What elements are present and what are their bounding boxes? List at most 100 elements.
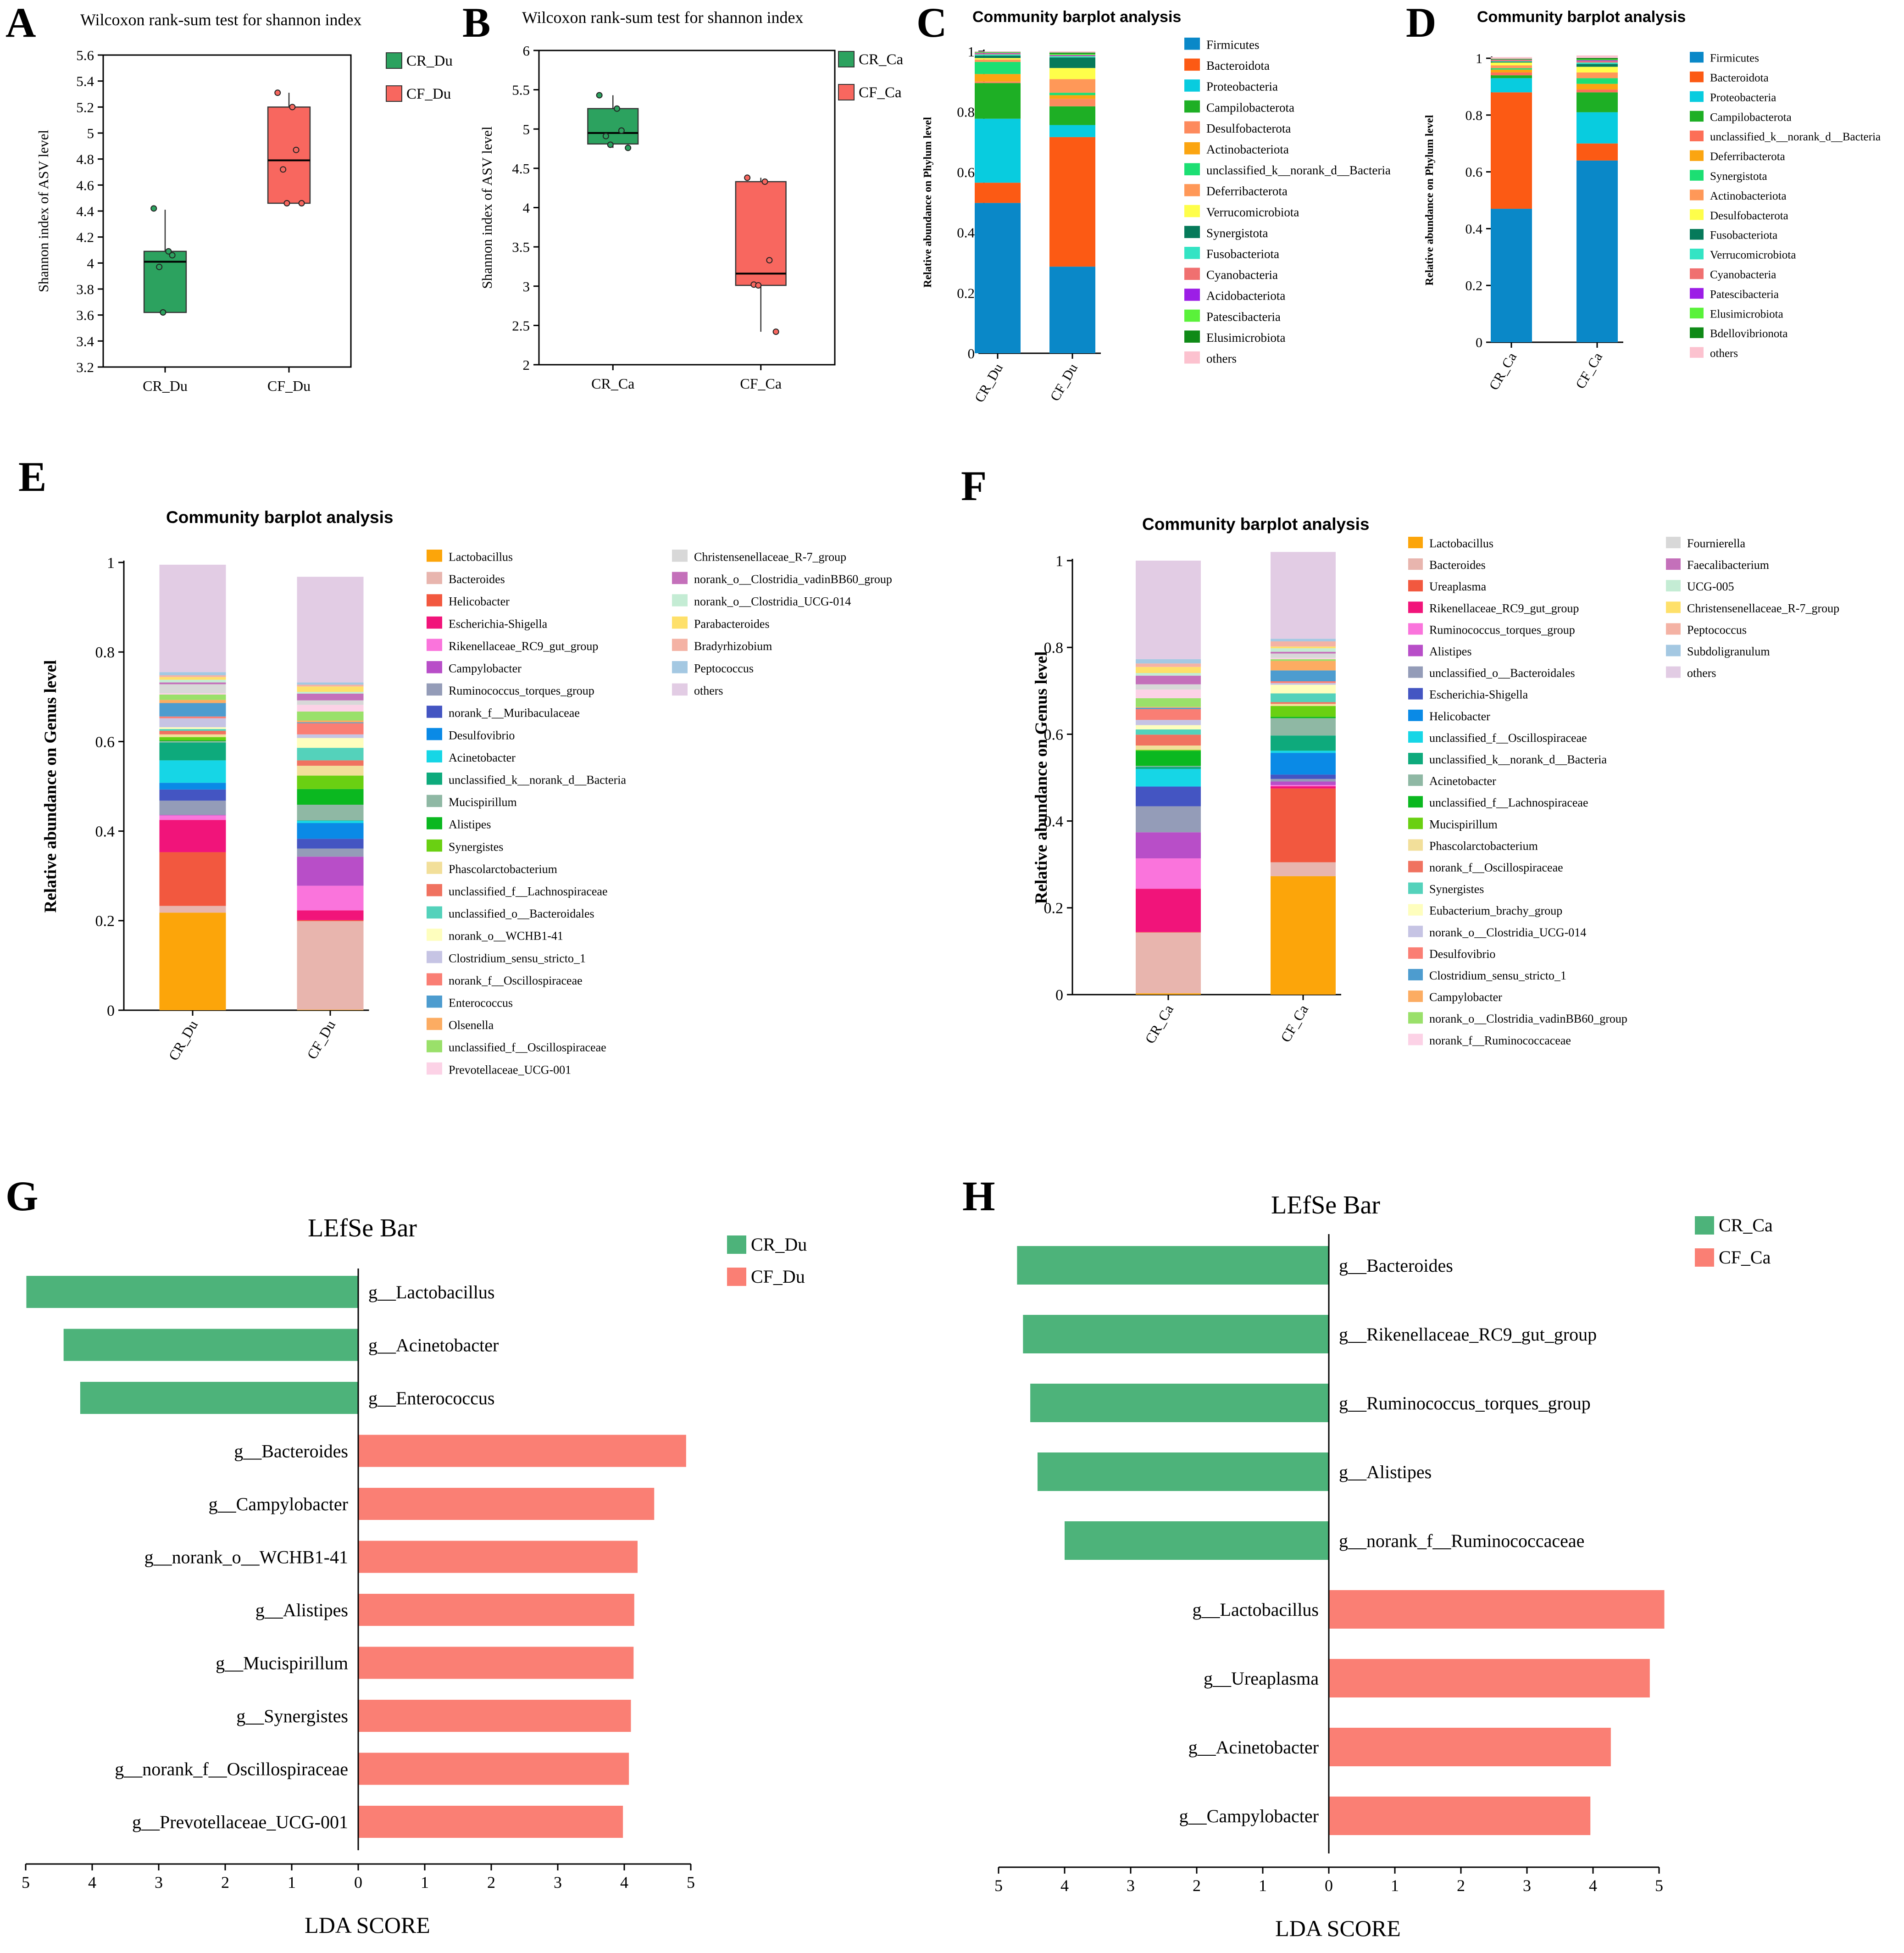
legend-label: Bacteroides [449,573,505,586]
legend-swatch [672,550,688,562]
data-point [160,309,167,316]
bar-segment [1271,646,1336,649]
bar-segment [1136,698,1201,707]
data-point [744,174,751,181]
legend-swatch [1408,666,1423,678]
y-tick-label: 5.6 [76,47,94,63]
bar-segment [1049,54,1095,55]
bar-segment [1271,639,1336,641]
bar-segment [1049,56,1095,58]
bar-segment [297,820,364,821]
legend-label: Synergistota [1206,226,1268,240]
bar-segment [159,684,226,693]
legend-label: Fusobacteriota [1710,229,1777,242]
panel-letter-a: A [6,0,36,46]
legend-swatch [727,1268,746,1286]
y-tick-label: 4.4 [76,203,94,219]
bar-segment [975,183,1021,203]
legend-label: Verrucomicrobiota [1206,205,1299,219]
y-tick-label: 3 [523,278,530,295]
y-tick-label: 3.6 [76,307,94,323]
legend-swatch [1408,882,1423,894]
bar-segment [1049,51,1095,53]
lda-bar-CR_Ca [1030,1384,1329,1422]
bar-segment [159,737,226,740]
bar-label: g__Lactobacillus [1193,1599,1319,1620]
bar-segment [159,718,226,728]
bar-segment [1271,552,1336,639]
bar-segment [1136,663,1201,667]
lda-bar-CR_Du [80,1382,358,1414]
legend-label: norank_o__Clostridia_vadinBB60_group [694,573,892,586]
x-tick-label: CF_Du [304,1018,339,1062]
lda-bar-CF_Ca [1329,1797,1591,1835]
legend-label: Firmicutes [1206,38,1260,51]
legend-swatch [427,594,442,606]
bar-segment [159,760,226,783]
x-tick-label: CR_Du [143,378,188,394]
bar-segment [1576,143,1618,161]
legend-label: norank_f__Muribaculaceae [449,707,580,720]
data-point [165,248,172,255]
legend-label: Escherichia-Shigella [449,617,548,630]
bar-segment [159,716,226,718]
lda-bar-CR_Du [63,1329,358,1361]
legend-swatch [1184,205,1200,217]
bar-segment [297,748,364,761]
y-tick-label: 0.6 [1465,165,1483,180]
bar-segment [297,738,364,748]
legend-swatch [1408,645,1423,657]
y-tick-label: 1 [107,555,115,572]
bar-segment [159,693,226,695]
bar-segment [297,692,364,694]
legend-label: others [1710,347,1738,360]
legend-swatch [1408,688,1423,700]
bar-segment [1491,62,1532,66]
bar-segment [1049,68,1095,79]
x-tick-label: 1 [1259,1876,1267,1895]
box-CR_Du [143,250,187,313]
bar-segment [1491,209,1532,342]
bar-segment [1049,137,1095,267]
bar-segment [975,203,1021,353]
legend-label: Christensenellaceae_R-7_group [1687,601,1839,615]
y-tick-label: 0 [1476,335,1482,351]
stacked-bar-chart-C: Community barplot analysis 0 0.2 0.4 0.6 0.8 1… [922,8,1391,405]
legend-label: Clostridium_sensu_stricto_1 [1429,969,1566,982]
bar-segment [1136,709,1201,720]
bar-segment [1136,767,1201,769]
legend-swatch [672,572,688,584]
legend-swatch [1666,580,1681,592]
legend-label: Campylobacter [449,662,522,675]
legend-swatch [1666,558,1681,570]
legend-label: norank_o__Clostridia_UCG-014 [694,595,851,608]
legend-swatch [1690,209,1704,220]
x-tick-label: 2 [1193,1876,1201,1895]
legend-swatch [427,550,442,562]
y-tick-label: 3.5 [512,239,530,255]
stacked-bar-chart-D: Community barplot analysis 0 0.2 0.4 0.6 0.8 1… [1424,8,1881,393]
legend-label: Mucispirillum [449,796,517,809]
legend-swatch [1184,351,1200,364]
bar-label: g__Ruminococcus_torques_group [1339,1393,1591,1413]
legend-label: Desulfobacterota [1710,210,1788,222]
bar-segment [1271,785,1336,786]
legend-label: Phascolarctobacterium [1429,839,1538,852]
lda-bar-CF_Du [358,1488,655,1520]
y-tick-label: 4 [523,200,530,216]
x-tick-label: 5 [687,1873,695,1892]
legend-swatch [672,639,688,651]
legend-label: CF_Ca [1719,1247,1771,1268]
legend-swatch [1666,601,1681,613]
legend-swatch [386,85,402,102]
bar-segment [1271,876,1336,995]
y-tick-label: 0.2 [1465,278,1483,294]
legend-label: unclassified_k__norank_d__Bacteria [1429,753,1607,766]
x-tick-label: CF_Du [1047,361,1081,404]
legend-swatch [427,973,442,985]
data-point [289,104,296,111]
bar-segment [1049,57,1095,68]
legend-swatch [1184,100,1200,113]
legend-label: Alistipes [449,818,491,831]
x-tick-label: 2 [221,1873,229,1892]
